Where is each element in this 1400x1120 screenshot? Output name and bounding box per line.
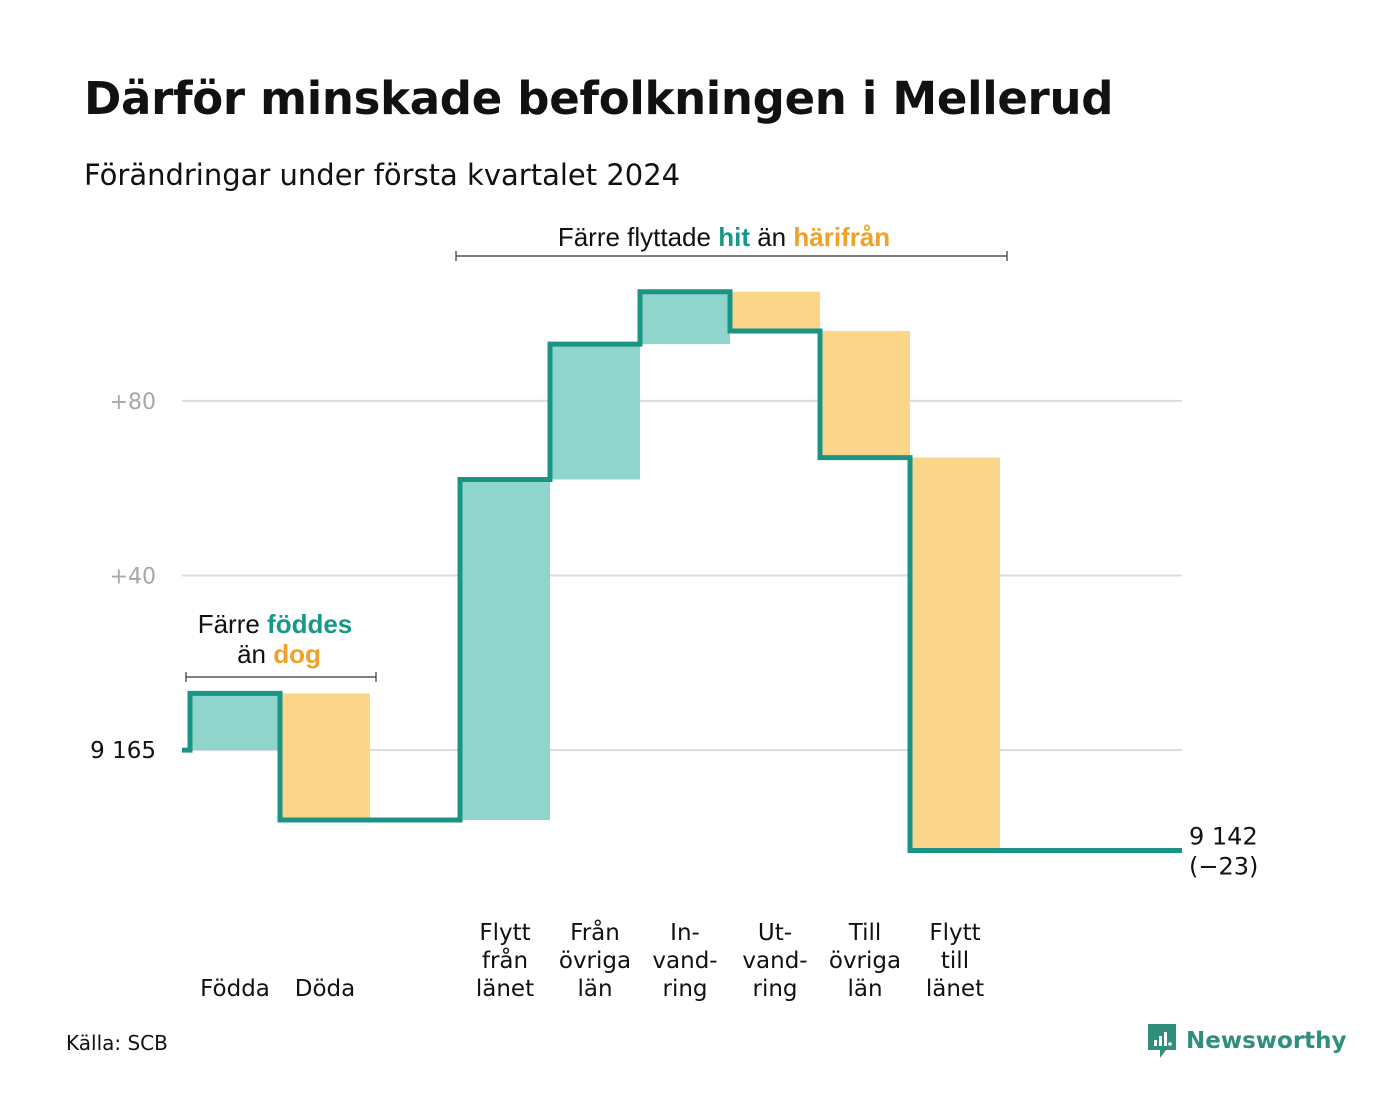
brand-logo: Newsworthy — [1146, 1022, 1347, 1060]
category-label: In- — [670, 920, 700, 946]
bar-från-övriga-län — [550, 344, 640, 480]
bar-födda — [190, 693, 280, 751]
end-value-label: 9 142(−23) — [1189, 823, 1258, 881]
newsworthy-logo-icon — [1148, 1024, 1176, 1058]
chart-title: Därför minskade befolkningen i Mellerud — [84, 72, 1114, 125]
category-label: till — [941, 948, 969, 974]
category-label: Flytt — [479, 920, 530, 946]
annotation-births-line1: Färre föddes — [198, 609, 353, 639]
category-label: Till — [848, 920, 882, 946]
category-label: Från — [570, 918, 620, 946]
category-label: Flytt — [929, 920, 980, 946]
brand-name: Newsworthy — [1186, 1028, 1347, 1054]
category-label: övriga — [829, 948, 901, 974]
chart-subtitle: Förändringar under första kvartalet 2024 — [84, 158, 681, 192]
category-label: vand- — [742, 948, 807, 974]
bars — [190, 291, 1000, 851]
end-value-label-line1: 9 142 — [1189, 823, 1258, 851]
category-label: Födda — [200, 976, 270, 1002]
category-label: länet — [476, 976, 534, 1002]
category-label: ring — [752, 976, 797, 1002]
category-label: län — [847, 976, 882, 1002]
annotation-moves: Färre flyttade hit än härifrån — [455, 222, 1008, 261]
end-value-label-line2: (−23) — [1189, 853, 1258, 881]
category-label: från — [482, 946, 528, 974]
y-tick-labels: 9 165 +40 +80 — [90, 390, 156, 764]
annotation-births: Färre föddes än dog — [185, 609, 377, 682]
category-label: län — [577, 976, 612, 1002]
bar-flytt-från-länet — [460, 479, 550, 820]
annotation-moves-text: Färre flyttade hit än härifrån — [558, 222, 890, 252]
y-tick-label: 9 165 — [90, 738, 156, 764]
category-label: Döda — [295, 976, 355, 1002]
step-line-group — [182, 289, 1182, 854]
annotation-births-line2: än dog — [237, 639, 321, 669]
category-label: ring — [662, 976, 707, 1002]
source-note: Källa: SCB — [66, 1031, 168, 1055]
category-labels: Födda DödaFlyttfrånlänetFrånövrigalänIn-v… — [200, 918, 984, 1002]
bar-flytt-till-länet — [910, 457, 1000, 851]
category-label: Ut- — [758, 920, 792, 946]
y-tick-label: +80 — [110, 390, 156, 415]
bar-invandring — [640, 291, 730, 345]
category-label: vand- — [652, 948, 717, 974]
category-label: övriga — [559, 948, 631, 974]
category-label: länet — [926, 976, 984, 1002]
step-line — [182, 289, 1182, 854]
bar-utvandring — [730, 291, 820, 332]
bar-till-övriga-län — [820, 331, 910, 458]
y-tick-label: +40 — [110, 565, 156, 590]
bar-döda — [280, 693, 370, 820]
